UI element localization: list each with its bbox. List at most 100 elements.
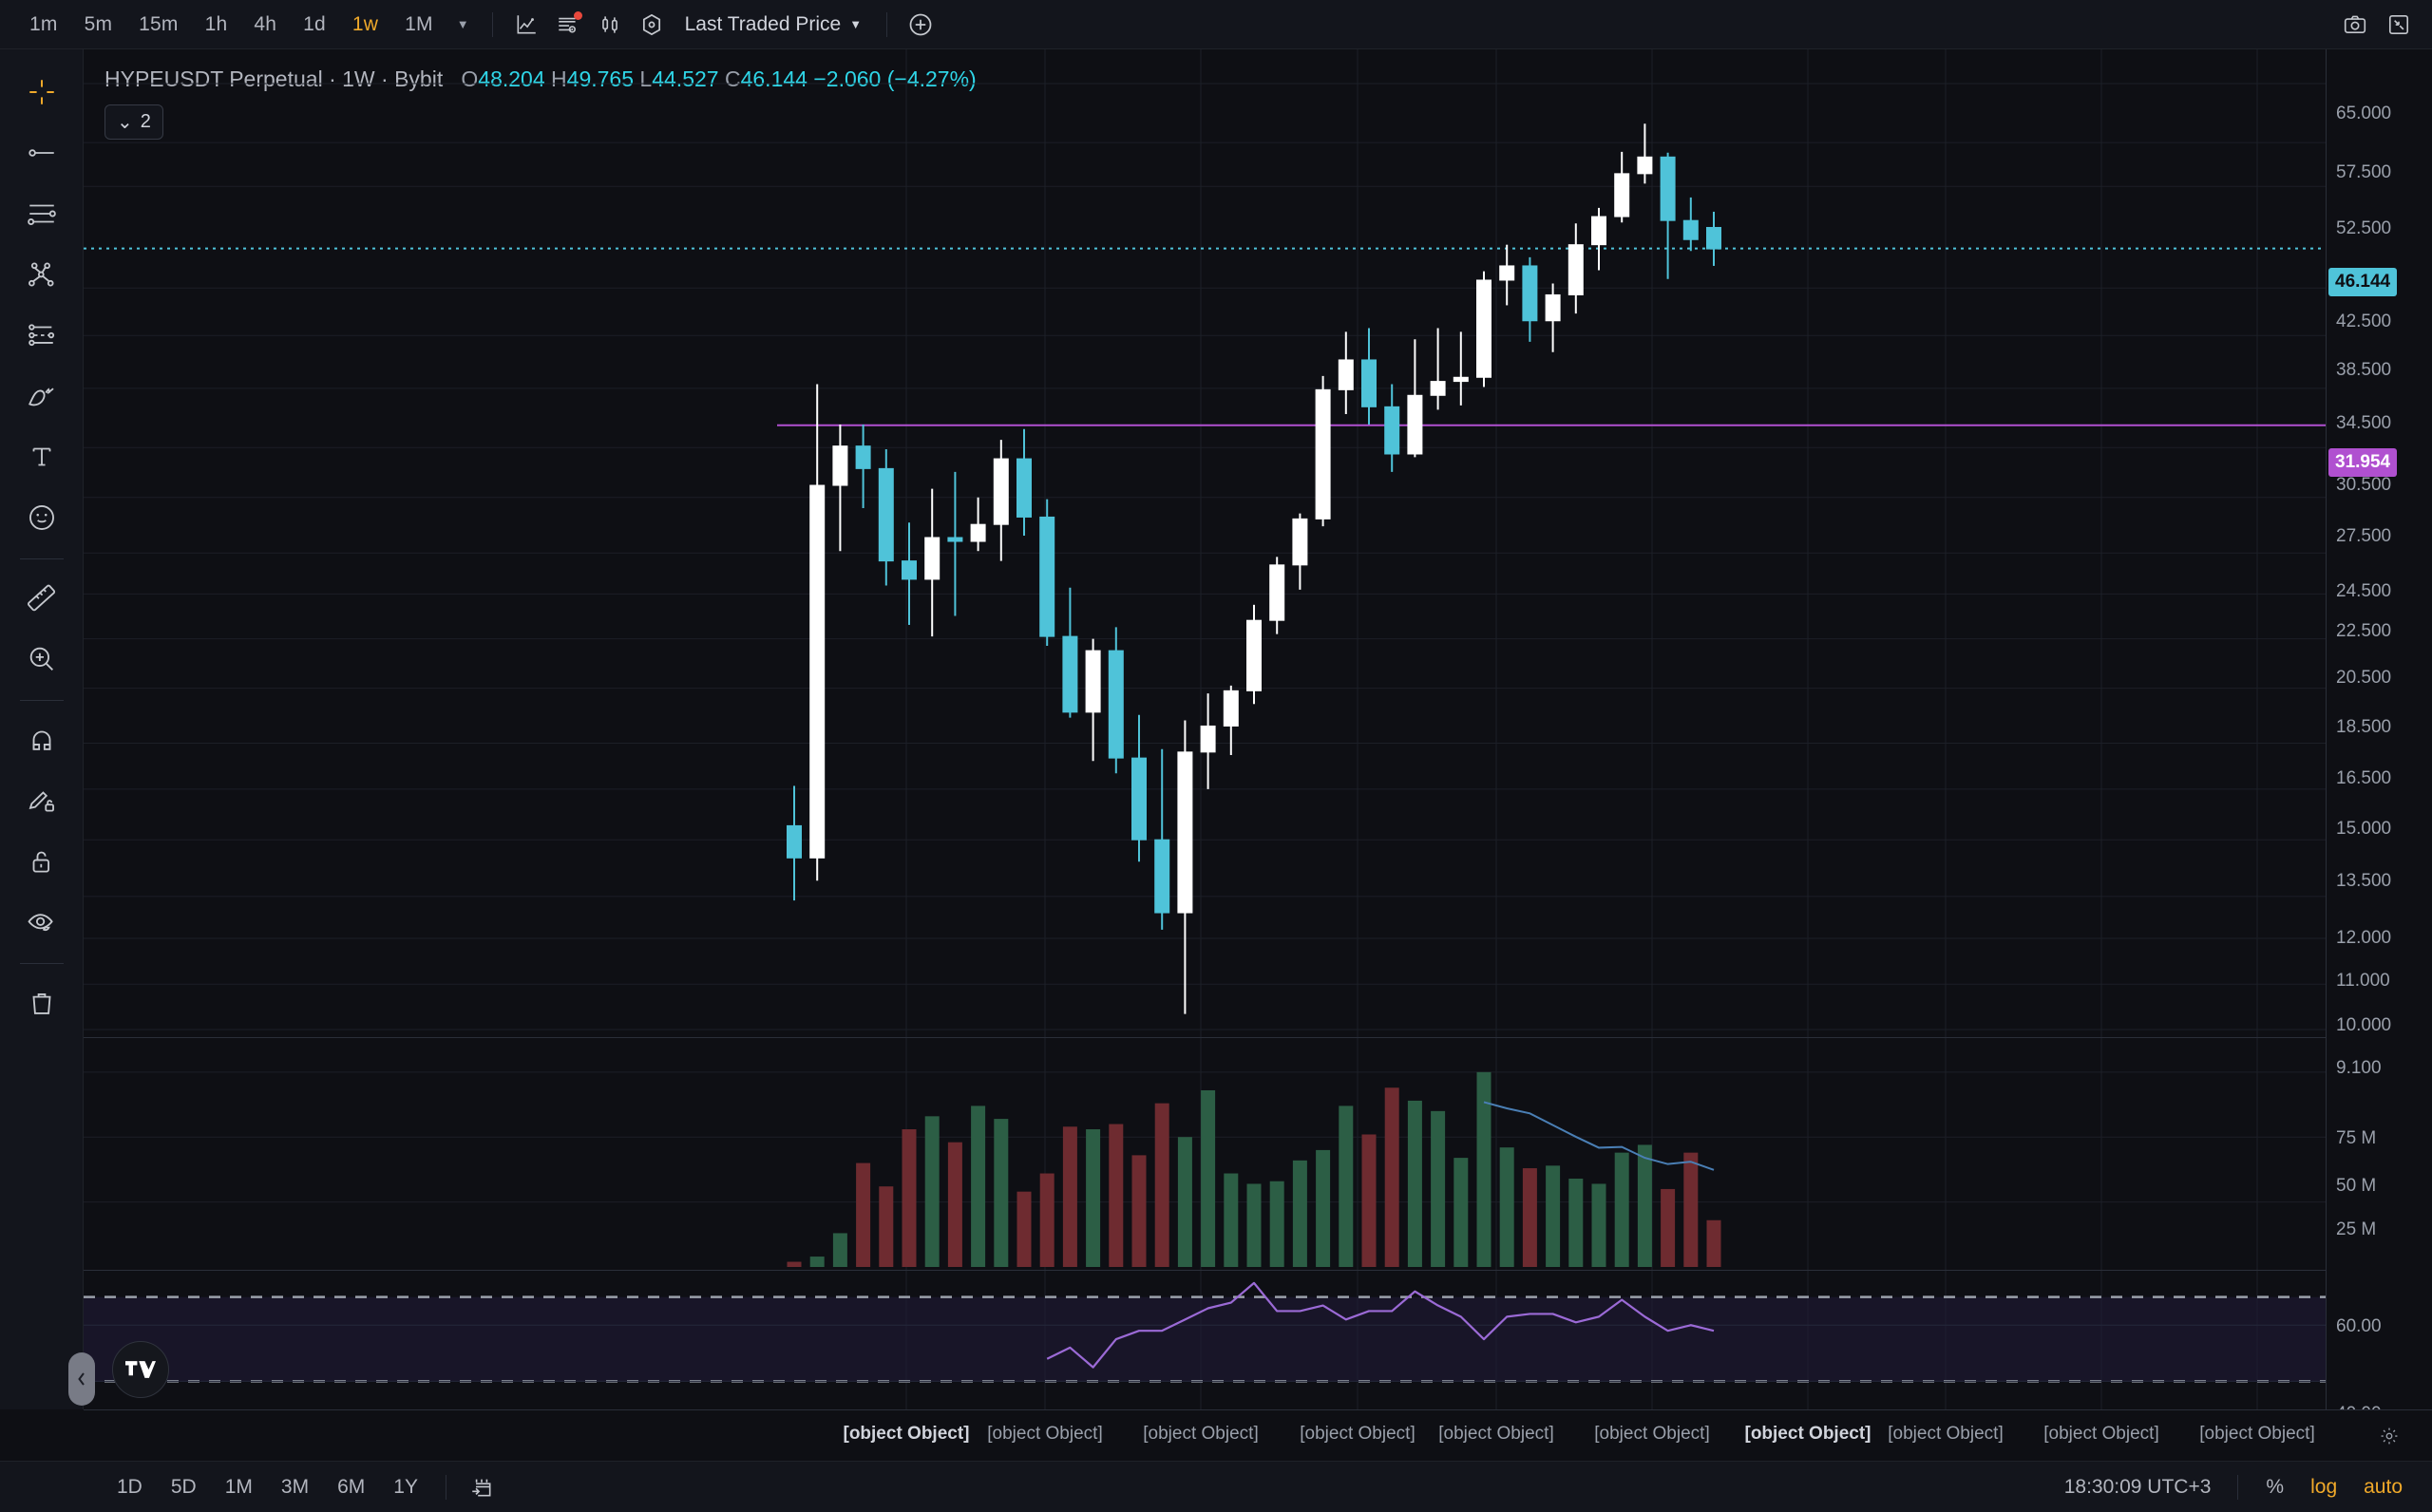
legend-close-label: C: [724, 66, 741, 91]
camera-icon[interactable]: [2335, 5, 2375, 45]
pattern-tool[interactable]: [12, 306, 71, 365]
rsi-tick: 60.00: [2336, 1316, 2382, 1336]
price-tick: 18.500: [2336, 717, 2392, 737]
bottom-bar-right: 18:30:09 UTC+3 % log auto: [2055, 1470, 2413, 1504]
bottom-divider-2: [2237, 1474, 2239, 1500]
measure-ruler-tool[interactable]: [12, 569, 71, 628]
time-tick: [object Object]: [1594, 1424, 1710, 1444]
timeframe-15m[interactable]: 15m: [139, 12, 179, 35]
pane-separator-volume-rsi[interactable]: [84, 1270, 2326, 1271]
text-tool[interactable]: [12, 427, 71, 486]
range-1d[interactable]: 1D: [117, 1475, 142, 1498]
lock-all-drawings-tool[interactable]: [12, 832, 71, 891]
plus-circle-icon[interactable]: [901, 5, 940, 45]
price-tick: 57.500: [2336, 162, 2392, 182]
brush-tool[interactable]: [12, 367, 71, 425]
legend-close-value: 46.144: [740, 66, 808, 91]
tradingview-logo-icon[interactable]: [112, 1341, 169, 1398]
drawing-mode-lock-tool[interactable]: [12, 771, 71, 830]
timeframe-1w[interactable]: 1w: [352, 12, 379, 35]
chevron-down-icon[interactable]: ▼: [456, 17, 469, 31]
time-tick: [object Object]: [987, 1424, 1103, 1444]
timeframe-1h[interactable]: 1h: [204, 12, 228, 35]
hide-all-drawings-tool[interactable]: [12, 893, 71, 952]
time-scale[interactable]: [object Object] [object Object] [object …: [84, 1409, 2432, 1461]
range-1m[interactable]: 1M: [224, 1475, 253, 1498]
horizontal-lines-tool[interactable]: [12, 184, 71, 243]
price-tick: 9.100: [2336, 1058, 2382, 1078]
chart-grid: [84, 49, 2326, 1409]
indicators-icon[interactable]: [548, 5, 588, 45]
chevron-down-icon: ▼: [849, 17, 863, 31]
price-tick: 15.000: [2336, 819, 2392, 839]
last-price-badge: 46.144: [2328, 268, 2398, 296]
price-tick: 30.500: [2336, 475, 2392, 495]
time-tick: [object Object]: [1438, 1424, 1554, 1444]
price-tick: 10.000: [2336, 1015, 2392, 1035]
price-tick: 16.500: [2336, 768, 2392, 788]
legend-sep-2: ·: [381, 66, 389, 91]
legend-symbol: HYPEUSDT Perpetual: [104, 66, 323, 91]
toolbar-divider-2: [886, 11, 888, 37]
fullscreen-icon[interactable]: [2379, 5, 2419, 45]
log-scale-button[interactable]: log: [2310, 1475, 2338, 1498]
candle-icon[interactable]: [590, 5, 630, 45]
rsi-series: [84, 1281, 2326, 1383]
range-1y[interactable]: 1Y: [393, 1475, 418, 1498]
line-chart-icon[interactable]: [506, 5, 546, 45]
time-tick: [object Object]: [1744, 1424, 1872, 1444]
trend-line-tool[interactable]: [12, 123, 71, 182]
time-tick: [object Object]: [2199, 1424, 2315, 1444]
remove-drawings-tool[interactable]: [12, 973, 71, 1032]
gann-fan-tool[interactable]: [12, 245, 71, 304]
gear-icon[interactable]: [2379, 1426, 2400, 1451]
price-tick: 42.500: [2336, 312, 2392, 331]
cursor-crosshair-tool[interactable]: [12, 63, 71, 122]
toolbar-divider: [19, 558, 64, 559]
legend-open-label: O: [461, 66, 479, 91]
top-toolbar: 1m 5m 15m 1h 4h 1d 1w 1M ▼: [0, 0, 2432, 49]
timeframe-1d[interactable]: 1d: [303, 12, 326, 35]
goto-date-icon[interactable]: [462, 1467, 502, 1507]
timeframe-1M[interactable]: 1M: [405, 12, 433, 35]
chart-legend[interactable]: HYPEUSDT Perpetual · 1W · Bybit O48.204 …: [104, 66, 977, 92]
price-tick: 22.500: [2336, 621, 2392, 641]
auto-scale-button[interactable]: auto: [2364, 1475, 2403, 1498]
toolbar-divider-1: [491, 11, 493, 37]
zoom-in-tool[interactable]: [12, 630, 71, 689]
range-5d[interactable]: 5D: [170, 1475, 197, 1498]
hexagon-icon[interactable]: [632, 5, 672, 45]
price-source-dropdown[interactable]: Last Traded Price ▼: [674, 7, 873, 43]
collapsed-indicators-badge[interactable]: ⌄ 2: [104, 104, 163, 140]
toolbar-divider: [19, 700, 64, 701]
price-tick: 20.500: [2336, 668, 2392, 688]
chevron-left-icon[interactable]: [68, 1352, 95, 1406]
range-6m[interactable]: 6M: [337, 1475, 366, 1498]
volume-tick: 75 M: [2336, 1128, 2377, 1148]
legend-high-value: 49.765: [566, 66, 635, 91]
time-tick: [object Object]: [1300, 1424, 1416, 1444]
timeframe-4h[interactable]: 4h: [254, 12, 277, 35]
timeframe-5m[interactable]: 5m: [84, 12, 113, 35]
top-toolbar-right: [2335, 0, 2419, 49]
pane-separator-price-volume[interactable]: [84, 1037, 2326, 1038]
time-tick: [object Object]: [1888, 1424, 2004, 1444]
price-tick: 13.500: [2336, 871, 2392, 891]
legend-open-value: 48.204: [478, 66, 545, 91]
price-tick: 65.000: [2336, 104, 2392, 123]
legend-change-pct: (−4.27%): [886, 66, 977, 91]
percent-scale-button[interactable]: %: [2266, 1475, 2285, 1498]
legend-sep-1: ·: [329, 66, 336, 91]
legend-low-value: 44.527: [652, 66, 719, 91]
chevron-down-icon: ⌄: [117, 112, 133, 133]
clock-label[interactable]: 18:30:09 UTC+3: [2063, 1475, 2212, 1498]
emoji-tool[interactable]: [12, 488, 71, 547]
time-tick: [object Object]: [2043, 1424, 2159, 1444]
time-tick: [object Object]: [843, 1424, 970, 1444]
timeframe-1m[interactable]: 1m: [29, 12, 58, 35]
range-3m[interactable]: 3M: [280, 1475, 310, 1498]
magnet-tool[interactable]: [12, 710, 71, 769]
price-tick: 12.000: [2336, 928, 2392, 948]
price-scale[interactable]: 65.000 57.500 52.500 46.144 42.500 38.50…: [2326, 49, 2432, 1424]
chart-canvas-area[interactable]: HYPEUSDT Perpetual · 1W · Bybit O48.204 …: [84, 49, 2432, 1424]
